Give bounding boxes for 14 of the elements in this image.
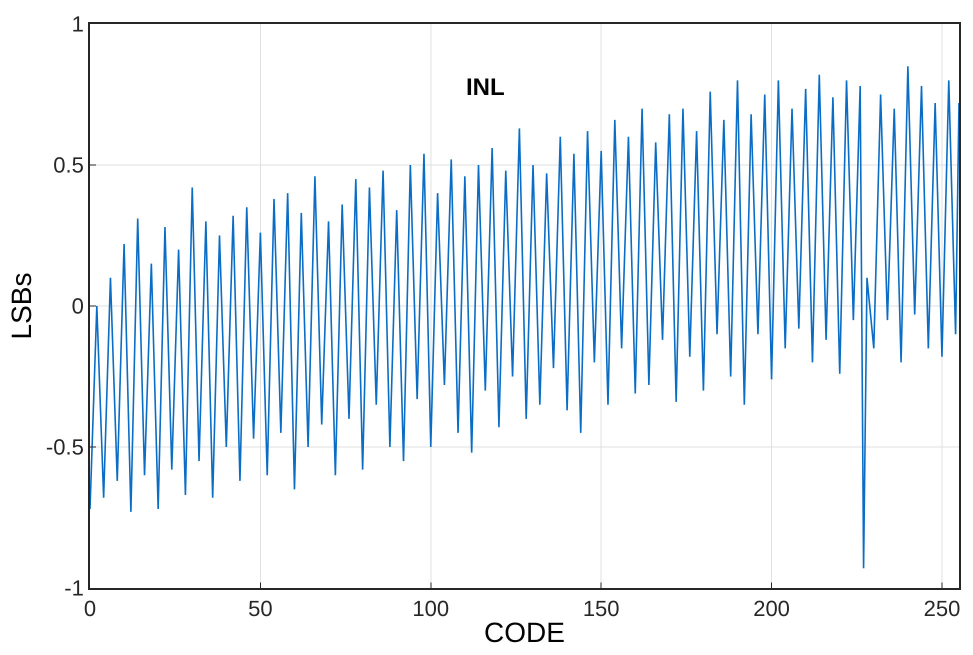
y-tick-label: -0.5: [46, 434, 84, 460]
y-tick-label: 0: [72, 294, 84, 319]
x-tick-label: 50: [248, 596, 273, 622]
y-tick-label: 1: [72, 12, 84, 37]
x-tick-label: 250: [924, 596, 960, 622]
y-tick-label: 0.5: [53, 152, 84, 178]
x-axis-title: CODE: [484, 616, 565, 648]
x-tick-label: 150: [582, 596, 620, 622]
series-label: INL: [466, 74, 505, 101]
y-tick-label: -1: [64, 576, 84, 601]
y-axis-title: LSBs: [6, 272, 38, 340]
x-tick-label: 100: [412, 596, 450, 622]
x-tick-label: 200: [753, 596, 790, 622]
line-series: [90, 66, 959, 570]
